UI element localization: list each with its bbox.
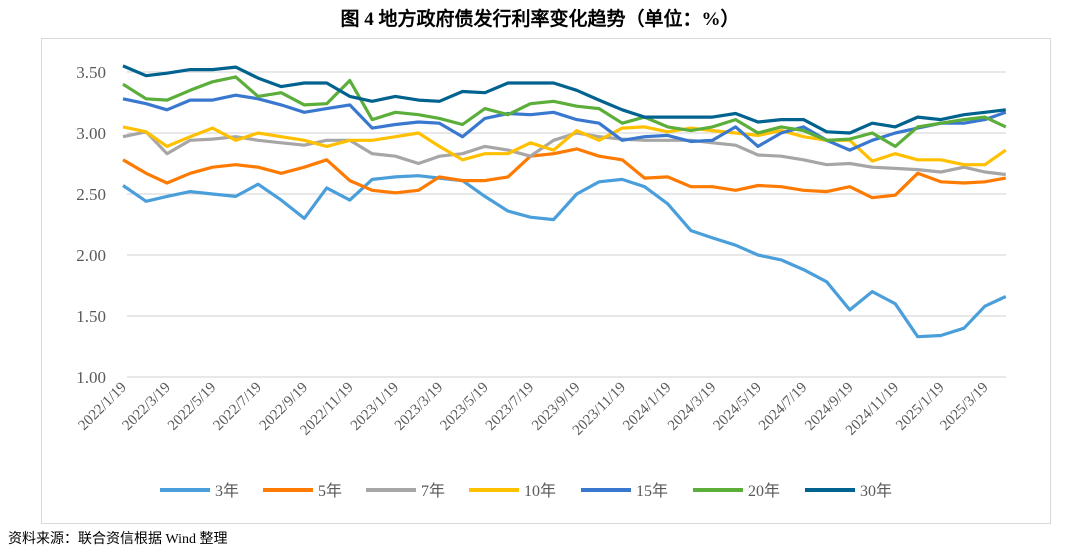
series-line-7年 <box>122 130 1006 177</box>
series-line-15年 <box>122 93 1007 152</box>
x-tick-label: 2022/5/19 <box>165 380 219 434</box>
legend-label: 7年 <box>421 482 445 500</box>
y-tick-label: 3.50 <box>76 63 106 82</box>
legend-label: 15年 <box>636 482 668 500</box>
source-note: 资料来源：联合资信根据 Wind 整理 <box>8 532 228 547</box>
y-tick-label: 1.50 <box>76 307 106 326</box>
legend-label: 20年 <box>748 482 780 500</box>
x-tick-label: 2024/1/19 <box>620 380 674 434</box>
y-tick-label: 3.00 <box>76 124 106 143</box>
x-tick-label: 2025/3/19 <box>937 380 991 434</box>
x-tick-label: 2022/7/19 <box>211 380 265 434</box>
x-tick-label: 2023/3/19 <box>392 380 446 434</box>
series-line-5年 <box>122 147 1007 200</box>
x-tick-label: 2023/7/19 <box>483 380 537 434</box>
legend-label: 30年 <box>860 482 892 500</box>
series-line-10年 <box>122 125 1007 167</box>
y-tick-label: 2.50 <box>76 185 106 204</box>
legend-label: 3年 <box>215 482 239 500</box>
x-tick-label: 2024/3/19 <box>665 380 719 434</box>
x-tick-label: 2024/7/19 <box>756 380 810 434</box>
series-line-3年 <box>122 174 1007 339</box>
legend-label: 5年 <box>318 482 342 500</box>
x-tick-label: 2022/3/19 <box>120 380 174 434</box>
legend-label: 10年 <box>524 482 556 500</box>
series-line-20年 <box>122 75 1007 148</box>
x-tick-label: 2023/5/19 <box>437 380 491 434</box>
chart-frame <box>41 38 1051 524</box>
y-tick-label: 1.00 <box>76 368 106 387</box>
chart-title: 图 4 地方政府债发行利率变化趋势（单位：%） <box>340 9 740 30</box>
y-tick-label: 2.00 <box>76 246 106 265</box>
x-tick-label: 2024/5/19 <box>711 380 765 434</box>
series-line-30年 <box>122 64 1006 135</box>
